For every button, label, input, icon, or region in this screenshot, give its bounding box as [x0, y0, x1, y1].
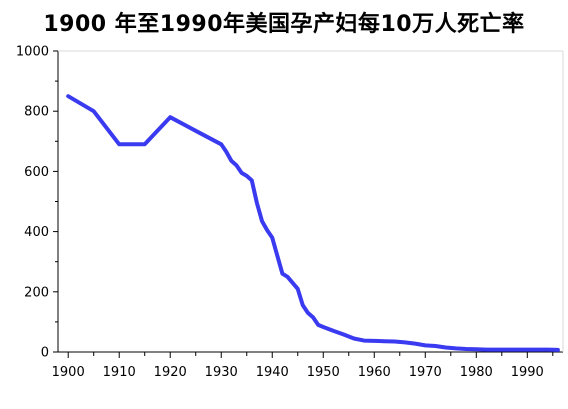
y-tick-label: 1000: [16, 45, 49, 60]
y-tick-label: 600: [24, 165, 49, 180]
y-tick-label: 800: [24, 105, 49, 120]
x-tick-label: 1960: [358, 365, 391, 380]
x-tick-label: 1980: [460, 365, 493, 380]
y-tick-label: 0: [41, 346, 49, 361]
y-tick-label: 400: [24, 225, 49, 240]
x-tick-label: 1970: [409, 365, 442, 380]
x-tick-label: 1990: [511, 365, 544, 380]
x-tick-label: 1930: [205, 365, 238, 380]
x-tick-label: 1940: [256, 365, 289, 380]
chart-axes: [57, 50, 564, 353]
x-tick-label: 1910: [103, 365, 136, 380]
x-tick-label: 1900: [52, 365, 85, 380]
x-tick-label: 1950: [307, 365, 340, 380]
chart-ticks: 0 200 400 600 800 1000 1900 1910 1920 1930 1940 195…: [16, 45, 554, 380]
y-tick-label: 200: [24, 285, 49, 300]
x-tick-label: 1920: [154, 365, 187, 380]
chart-title: 1900 年至1990年美国孕产妇每10万人死亡率: [43, 12, 525, 37]
series-line: [66, 94, 560, 352]
chart-series: [66, 94, 560, 352]
